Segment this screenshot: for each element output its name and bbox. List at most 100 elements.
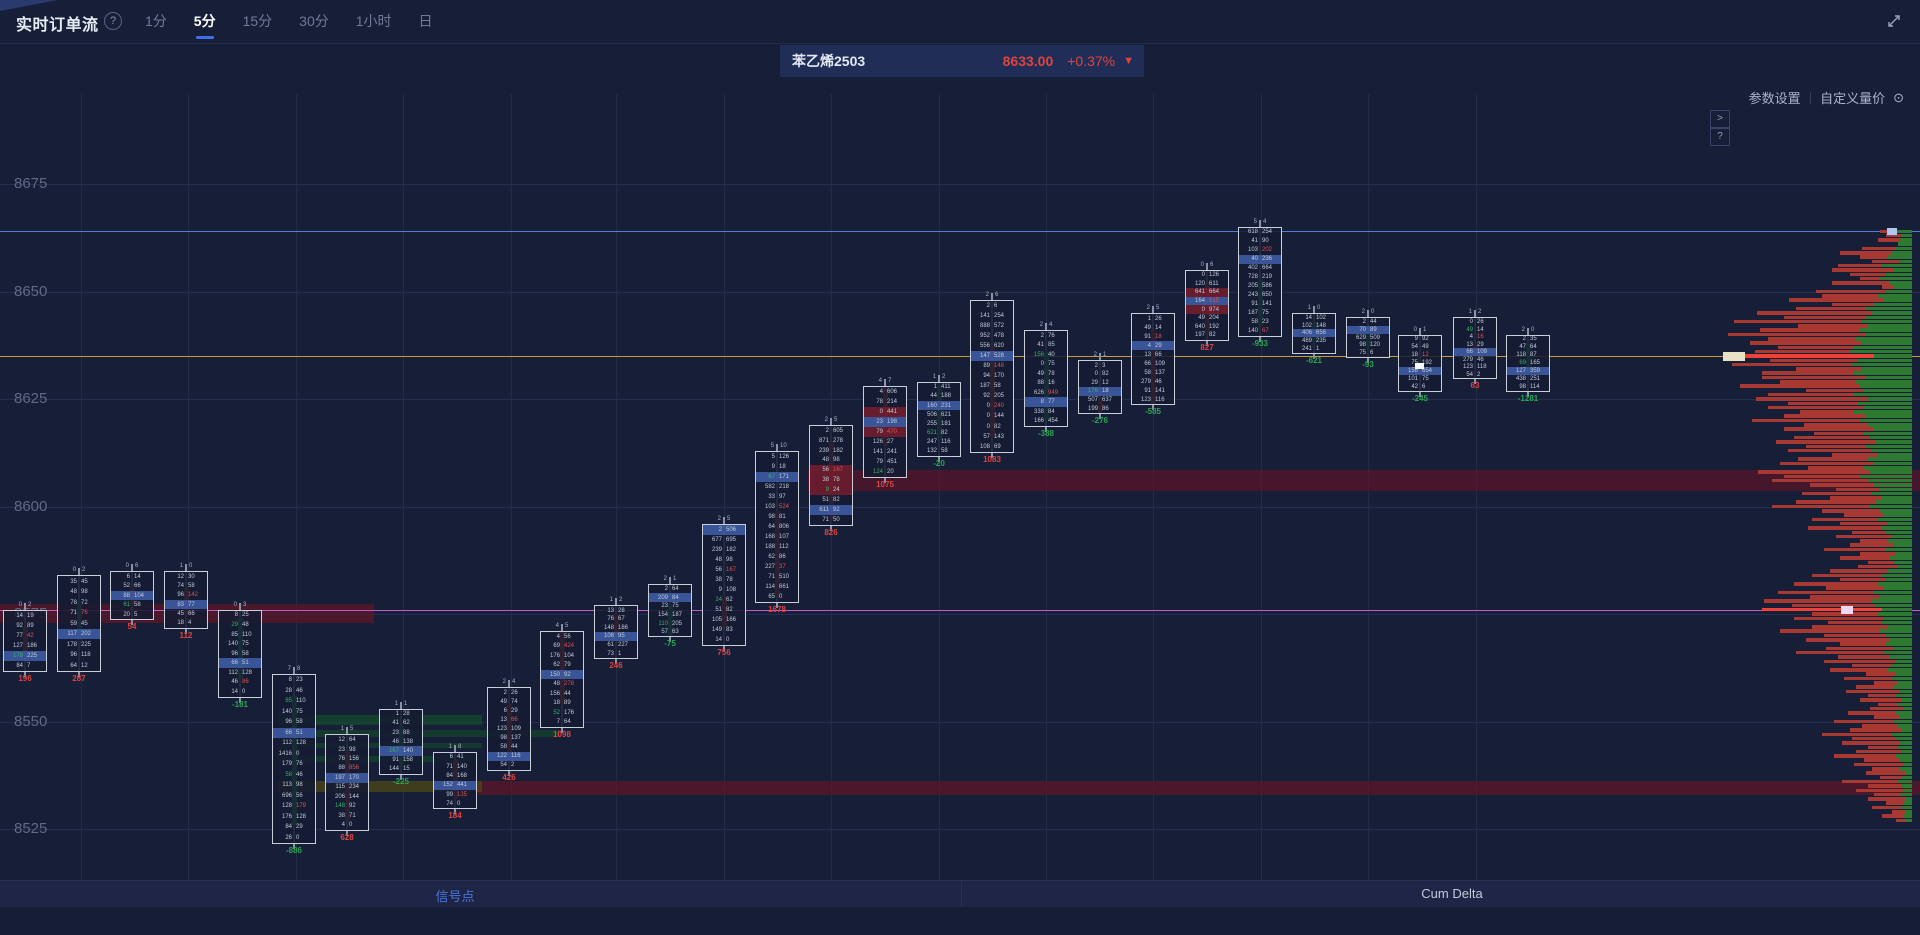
tab-timeframe-2[interactable]: 15分 <box>242 13 273 29</box>
bid-volume: 98 <box>1519 384 1526 391</box>
settings-button[interactable]: 参数设置 <box>1748 91 1801 106</box>
ask-volume: 254 <box>1262 229 1273 236</box>
candle-cell-row: 64 12 <box>58 660 100 671</box>
cum-delta-pane-label[interactable]: Cum Delta <box>1421 886 1483 901</box>
profile-sell-bar <box>1794 616 1884 620</box>
footprint-candle-11:20[interactable]: 6 41 71 140 84 168 152 441 99 135 74 0 1 8 184 <box>433 742 477 822</box>
collapse-icon[interactable] <box>1886 13 1902 29</box>
footprint-candle-14:00[interactable]: 4 606 78 214 0 441 23 198 79 470 126 27 141 241 79 451 1… <box>863 376 907 490</box>
bid-volume: 0 <box>986 413 990 420</box>
price-gridline <box>0 721 1920 723</box>
bid-volume: 9 <box>825 487 829 494</box>
candle-cell-row: 0 26 <box>1454 318 1496 326</box>
bid-volume: 4 <box>879 389 883 396</box>
time-gridline <box>1261 94 1262 923</box>
ask-volume: 114 <box>1530 384 1540 391</box>
profile-sell-bar <box>1822 294 1878 298</box>
ask-volume: 92 <box>833 506 840 513</box>
footprint-candle-14:20[interactable]: 2 3 0 82 29 12 176 18 507 637 199 86 2 1 -276 <box>1078 350 1122 426</box>
bid-volume: 59 <box>70 620 77 627</box>
panel-help-button[interactable]: ? <box>1710 128 1730 146</box>
footprint-candle-11:05[interactable]: 8 23 28 46 85 110 140 75 96 58 66 51 112 128 1416 0 179 7… <box>272 664 316 856</box>
footprint-candle-13:30[interactable]: 4 56 69 424 176 104 62 79 150 92 48 278 156 44 18 89 52 1… <box>540 621 584 740</box>
profile-sell-bar <box>1840 642 1886 646</box>
chevron-down-icon[interactable]: ▼ <box>1123 55 1134 67</box>
bid-volume: 114 <box>765 584 775 591</box>
candle-cell-row: 176 18 <box>1079 387 1121 396</box>
visibility-icon[interactable]: ⊙ <box>1893 89 1904 105</box>
ask-volume: 202 <box>81 631 92 638</box>
bid-volume: 78 <box>70 599 77 606</box>
custom-volume-price-button[interactable]: 自定义量价 <box>1820 91 1886 106</box>
footprint-candle-13:50[interactable]: 5 126 9 18 67 171 582 218 33 97 103 524 98 81 64 806 168… <box>755 441 799 616</box>
footprint-candle-10:55[interactable]: 12 30 74 58 96 142 83 77 45 66 18 4 1 0 112 <box>164 561 208 641</box>
candle-cell-row: 1416 0 <box>273 749 315 759</box>
candle-cell-row: 54 49 <box>1399 343 1441 351</box>
footprint-candle-14:40[interactable]: 14 102 102 148 406 656 489 235 241 1 1 0 -621 <box>1292 303 1336 366</box>
tab-timeframe-0[interactable]: 1分 <box>145 13 167 29</box>
footprint-candle-11:10[interactable]: 12 64 23 98 76 156 88 856 197 170 115 234 206 144 148 9… <box>325 724 369 843</box>
profile-buy-bar <box>1884 298 1912 302</box>
bid-volume: 29 <box>1091 379 1098 386</box>
footprint-candle-13:35[interactable]: 13 28 76 67 148 186 108 95 61 227 73 1 1 2 246 <box>594 595 638 671</box>
footprint-candle-14:05[interactable]: 1 411 44 188 160 231 506 621 255 181 621 82 247 116 13… <box>917 372 961 469</box>
expand-panel-button[interactable]: > <box>1710 110 1730 128</box>
footprint-candle-11:25[interactable]: 2 26 49 74 6 29 13 66 123 109 98 137 58 44 122 116 54 2 2 4… <box>487 677 531 783</box>
footprint-candle-14:45[interactable]: 2 44 70 89 629 509 98 120 75 6 2 0 -93 <box>1346 307 1390 370</box>
candle-cell-row: 197 170 <box>326 773 368 783</box>
chart-plot-area[interactable]: 8675865086258600857585508525141992897742… <box>0 43 1920 935</box>
candle-cell-row: 66 109 <box>1454 348 1496 356</box>
bid-volume: 148 <box>334 803 345 810</box>
ask-volume: 118 <box>81 652 91 659</box>
signal-pane-label[interactable]: 信号点 <box>435 889 475 904</box>
help-icon[interactable]: ? <box>104 12 122 30</box>
bid-volume: 1 <box>933 384 937 391</box>
footprint-candle-14:35[interactable]: 618 254 41 90 103 202 40 236 402 664 728 219 205 586 2… <box>1238 217 1282 349</box>
footprint-candle-14:15[interactable]: 2 76 41 85 156 40 0 75 49 78 88 16 626 949 8 77 338 84 166… <box>1024 320 1068 439</box>
footprint-candle-14:30[interactable]: 0 126 120 611 641 664 164 515 0 974 49 204 640 192 197… <box>1185 260 1229 353</box>
profile-buy-bar <box>1878 517 1912 522</box>
footprint-candle-14:55[interactable]: 0 26 49 14 4 16 13 29 66 109 279 46 123 118 54 2 1 2 63 <box>1453 307 1497 391</box>
profile-sell-bar <box>1824 659 1896 663</box>
footprint-candle-14:50[interactable]: 99254491812751921586541017542601-245 <box>1398 325 1442 405</box>
footprint-candle-14:25[interactable]: 1 26 49 14 91 18 4 29 13 66 66 109 58 137 279 46 91 141 12… <box>1131 303 1175 417</box>
candle-cell-row: 122 116 <box>488 751 530 761</box>
profile-sell-bar <box>1772 478 1868 483</box>
candle-cell-row: 38 78 <box>810 475 852 486</box>
instrument-bar[interactable]: 苯乙烯2503 8633.00 +0.37% ▼ <box>780 45 1144 77</box>
footprint-candle-11:15[interactable]: 1 28 41 62 23 88 46 138 167 140 91 158 144 15 1 1 -225 <box>379 699 423 788</box>
tab-timeframe-5[interactable]: 日 <box>418 13 433 29</box>
footprint-candle-13:55[interactable]: 2 605 871 278 239 182 48 98 56 167 38 78 9 24 51 82 611 9… <box>809 415 853 538</box>
ask-volume: 16 <box>1048 380 1055 387</box>
footprint-candle-10:50[interactable]: 6 14 52 66 88 104 61 58 20 5 0 6 54 <box>110 561 154 632</box>
candle-above-left: 0 <box>233 601 237 608</box>
bid-volume: 70 <box>1359 326 1366 333</box>
candle-above-right: 1 <box>404 700 408 707</box>
price-axis-label: 8650 <box>14 282 48 300</box>
candle-box: 5 126 9 18 67 171 582 218 33 97 103 524 98 81 64 806 168… <box>755 450 799 604</box>
tab-timeframe-4[interactable]: 1小时 <box>355 13 392 29</box>
tab-timeframe-1[interactable]: 5分 <box>194 0 216 42</box>
footprint-candle-10:40[interactable]: 14 19 92 89 77 42 127 186 178 225 84 7 0 2 196 <box>3 600 47 684</box>
bid-volume: 6 <box>126 573 130 580</box>
candle-cell-row: 279 46 <box>1132 377 1174 386</box>
ask-volume: 46 <box>1477 356 1484 363</box>
profile-sell-bar <box>1848 711 1896 715</box>
profile-buy-bar <box>1868 324 1912 328</box>
footprint-candle-13:45[interactable]: 2 506 677 695 239 182 48 98 56 167 38 78 9 108 24 62 51 8… <box>702 514 746 658</box>
tab-timeframe-3[interactable]: 30分 <box>299 13 329 29</box>
footprint-candle-15:00[interactable]: 2 35 47 64 118 87 69 165 127 359 438 251 98 114 2 0 -128… <box>1506 325 1550 405</box>
profile-sell-bar <box>1872 259 1900 264</box>
footprint-candle-10:45[interactable]: 35 45 48 98 78 72 71 76 59 45 117 202 178 225 96 118 64 1… <box>57 565 101 684</box>
candle-cell-row: 108 69 <box>971 442 1013 452</box>
footprint-candle-14:10[interactable]: 2 6 141 254 888 572 952 478 556 620 147 528 89 148 94 1… <box>970 290 1014 465</box>
ask-volume: 128 <box>242 669 253 676</box>
profile-buy-bar <box>1866 306 1912 311</box>
candle-cell-row: 23 198 <box>864 417 906 428</box>
candle-above-right: 5 <box>565 623 569 630</box>
profile-sell-bar <box>1770 358 1858 362</box>
candle-above-left: 1 <box>1468 309 1472 316</box>
footprint-candle-11:00[interactable]: 8 25 29 48 85 110 140 75 96 58 66 51 112 128 46 86 14 0 0 3… <box>218 600 262 710</box>
ask-volume: 454 <box>1048 418 1059 425</box>
footprint-candle-13:40[interactable]: 2 64 209 84 23 75 154 187 110 205 57 63 2 1 -75 <box>648 574 692 650</box>
